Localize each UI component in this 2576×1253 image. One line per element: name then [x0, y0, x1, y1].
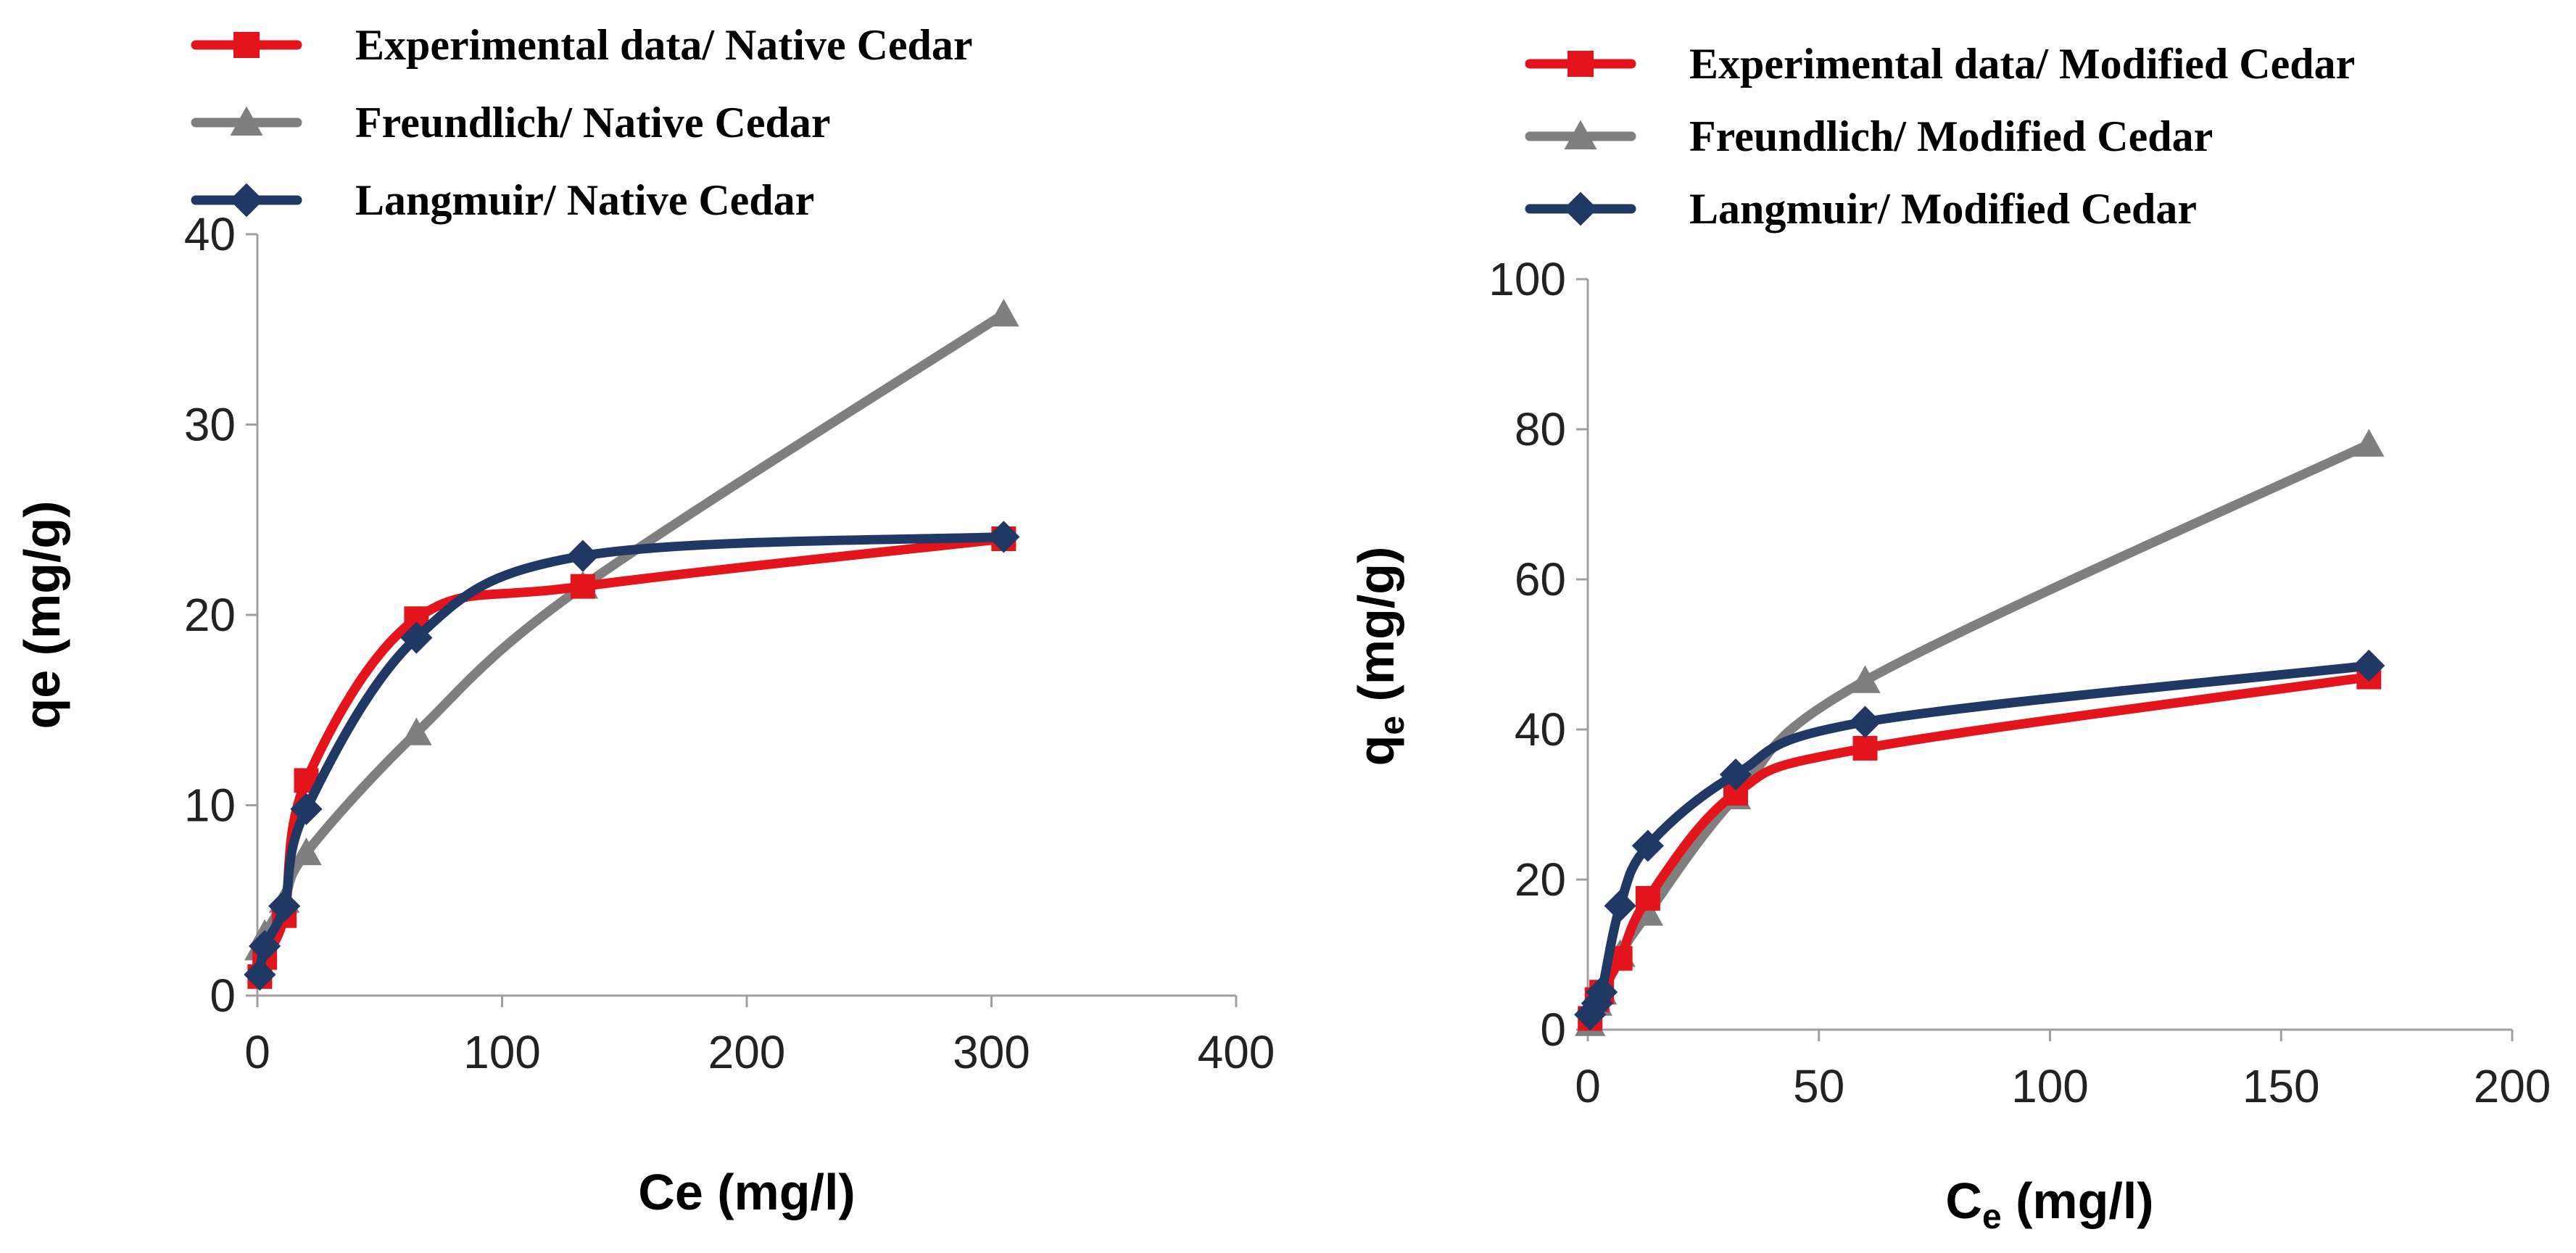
x-tick-label: 100	[2011, 1060, 2089, 1112]
legend-entry-1: Experimental data/ Modified Cedar	[1525, 40, 2355, 88]
data-point	[988, 299, 1019, 327]
legend-label: Experimental data/ Modified Cedar	[1689, 40, 2355, 88]
y-tick-label: 40	[184, 208, 236, 260]
data-point	[1849, 706, 1881, 738]
legend-entry-2: Freundlich/ Modified Cedar	[1525, 112, 2213, 160]
series-2	[244, 299, 1019, 961]
data-point	[566, 539, 599, 572]
data-point	[290, 793, 323, 825]
x-axis-title: Ce (mg/l)	[1945, 1173, 2153, 1236]
data-point	[987, 521, 1020, 553]
data-point	[1719, 758, 1752, 791]
legend-marker	[1567, 51, 1594, 77]
legend-entry-3: Langmuir/ Native Cedar	[191, 176, 814, 224]
x-axis-title: Ce (mg/l)	[638, 1164, 855, 1220]
series-1	[247, 526, 1016, 989]
y-tick-label: 30	[184, 399, 236, 451]
x-tick-label: 300	[953, 1026, 1030, 1078]
x-tick-label: 400	[1198, 1026, 1275, 1078]
y-axis-title: qe (mg/g)	[14, 501, 70, 729]
legend-marker	[230, 106, 263, 136]
x-tick-label: 50	[1793, 1060, 1844, 1112]
x-tick-label: 200	[708, 1026, 786, 1078]
legend-label: Langmuir/ Native Cedar	[355, 176, 814, 224]
legend-entry-1: Experimental data/ Native Cedar	[191, 21, 973, 69]
data-point	[1852, 735, 1878, 761]
data-point	[570, 574, 595, 599]
series-line	[254, 309, 1009, 953]
series-line	[1585, 672, 2374, 1023]
legend-marker	[1564, 120, 1597, 149]
modified-cedar-chart: 0 20 40 60 80 100 0 50 100 150 200 qe (mg/g) Ce (mg/…	[1348, 40, 2551, 1236]
series-line	[1585, 661, 2374, 1020]
legend-label: Freundlich/ Native Cedar	[355, 99, 831, 146]
legend-entry-3: Langmuir/ Modified Cedar	[1525, 185, 2197, 233]
data-point	[1631, 830, 1664, 862]
y-tick-label: 60	[1515, 553, 1566, 605]
x-tick-label: 150	[2242, 1060, 2320, 1112]
legend-marker	[229, 183, 264, 218]
y-tick-label: 20	[184, 589, 236, 641]
series-3	[1574, 649, 2385, 1031]
legend-marker	[1563, 191, 1598, 226]
legend-entry-2: Freundlich/ Native Cedar	[191, 99, 831, 146]
y-tick-label: 20	[1515, 853, 1566, 906]
data-point	[2353, 649, 2385, 682]
legend-label: Langmuir/ Modified Cedar	[1689, 185, 2197, 233]
legend-marker	[233, 32, 260, 58]
y-tick-label: 10	[184, 779, 236, 832]
series-line	[254, 532, 1009, 980]
data-point	[1635, 885, 1660, 911]
legend-label: Freundlich/ Modified Cedar	[1689, 112, 2213, 160]
y-tick-label: 0	[1540, 1004, 1566, 1056]
series-line	[254, 534, 1009, 982]
data-point	[244, 959, 276, 991]
x-tick-label: 200	[2474, 1060, 2551, 1112]
legend-label: Experimental data/ Native Cedar	[355, 21, 973, 69]
data-point	[400, 621, 433, 654]
series-3	[244, 521, 1020, 991]
y-tick-label: 100	[1488, 253, 1566, 305]
data-point	[401, 717, 432, 745]
data-point	[2353, 429, 2385, 457]
x-tick-label: 0	[244, 1026, 270, 1078]
data-point	[1586, 976, 1618, 1009]
x-tick-label: 0	[1575, 1060, 1601, 1112]
y-tick-label: 0	[210, 969, 236, 1022]
y-axis-title: qe (mg/g)	[1348, 547, 1412, 766]
data-point	[249, 930, 281, 962]
data-point	[1850, 665, 1881, 693]
data-point	[268, 890, 301, 922]
y-tick-label: 80	[1515, 403, 1566, 455]
data-point	[291, 837, 322, 866]
data-point	[1604, 890, 1636, 922]
x-tick-label: 100	[463, 1026, 541, 1078]
y-tick-label: 40	[1515, 703, 1566, 756]
